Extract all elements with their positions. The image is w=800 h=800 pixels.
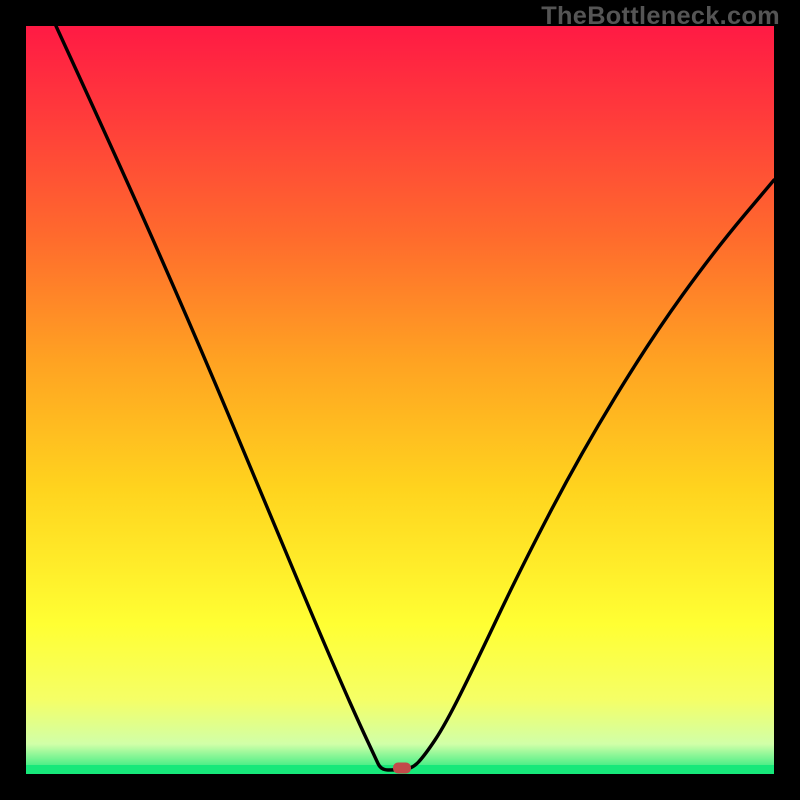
watermark-text: TheBottleneck.com [541, 2, 780, 31]
optimum-marker [393, 763, 411, 774]
bottleneck-chart [0, 0, 800, 800]
gradient-background [26, 26, 774, 774]
chart-frame: { "watermark": { "text": "TheBottleneck.… [0, 0, 800, 800]
